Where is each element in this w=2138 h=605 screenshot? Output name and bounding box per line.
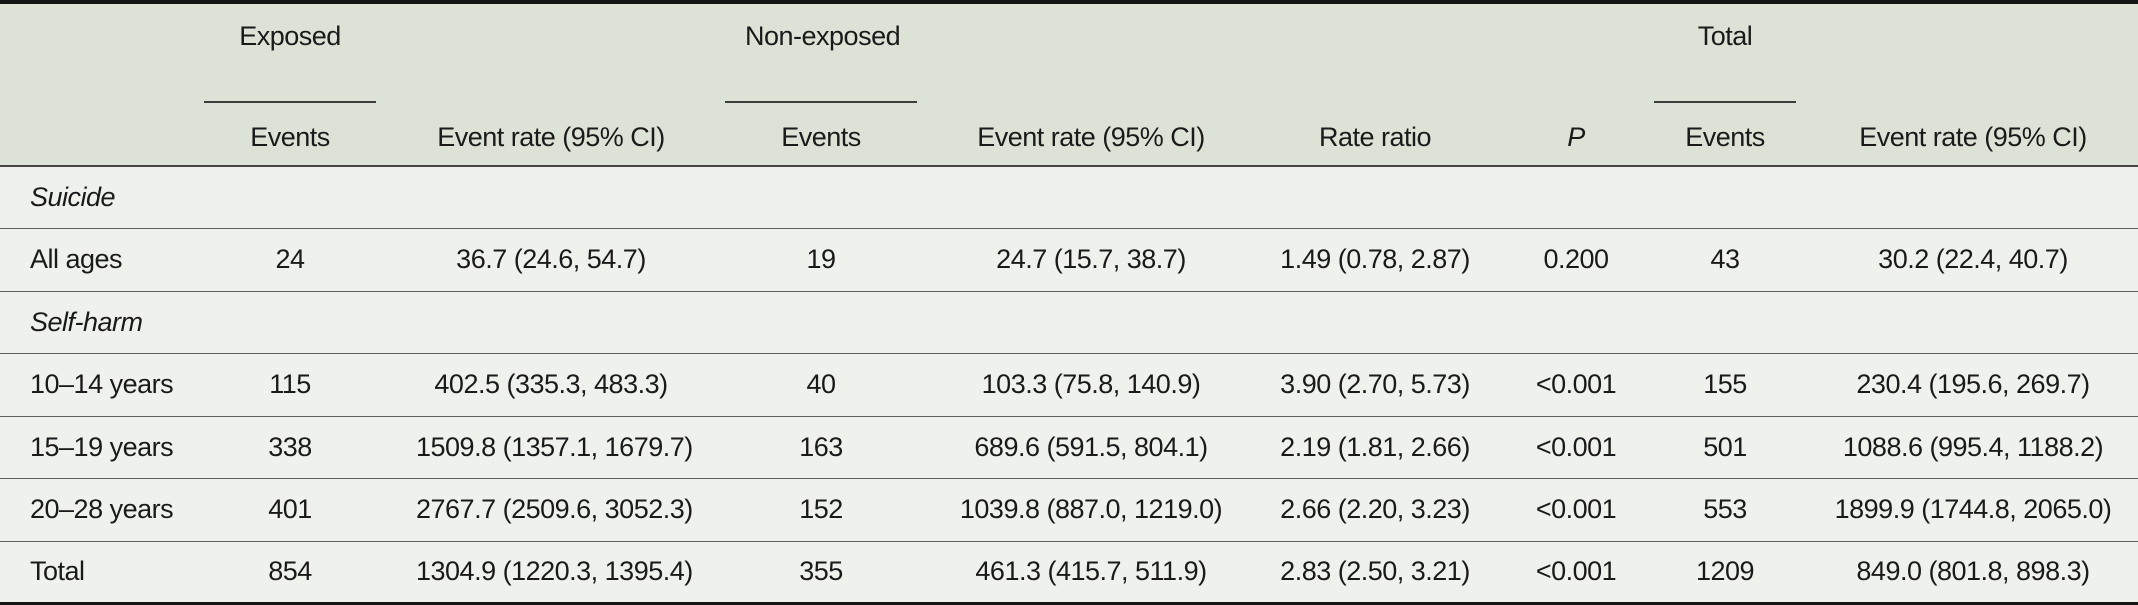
- data-row-10-14-years: 10–14 years 115 402.5 (335.3, 483.3) 40 …: [0, 354, 2138, 416]
- cell-total-event-rate: 30.2 (22.4, 40.7): [1878, 244, 2068, 275]
- cell-nonexposed-event-rate: 1039.8 (887.0, 1219.0): [959, 494, 1223, 525]
- cell-total-events: 43: [1710, 244, 1740, 275]
- cell-total-event-rate: 849.0 (801.8, 898.3): [1856, 556, 2090, 587]
- section-row-suicide: Suicide: [0, 166, 2138, 229]
- empty-header-cell: [1523, 2, 1629, 116]
- cell-exposed-events: 854: [268, 556, 312, 587]
- cell-nonexposed-event-rate: 103.3 (75.8, 140.9): [981, 369, 1201, 400]
- empty-header-cell: [955, 2, 1227, 116]
- cell-nonexposed-events: 355: [799, 556, 843, 587]
- cell-nonexposed-events: 40: [806, 369, 836, 400]
- row-label: 10–14 years: [30, 369, 174, 400]
- empty-header-cell: [415, 2, 687, 116]
- cell-exposed-event-rate: 1304.9 (1220.3, 1395.4): [416, 556, 693, 587]
- data-row-total: Total 854 1304.9 (1220.3, 1395.4) 355 46…: [0, 541, 2138, 604]
- cell-nonexposed-events: 163: [799, 431, 843, 462]
- row-label: 15–19 years: [30, 431, 174, 462]
- cell-nonexposed-event-rate: 24.7 (15.7, 38.7): [996, 244, 1186, 275]
- empty-header-cell: [1821, 2, 2138, 116]
- cell-exposed-events: 338: [268, 431, 312, 462]
- group-header-nonexposed: Non-exposed: [687, 2, 955, 116]
- cell-nonexposed-events: 152: [799, 494, 843, 525]
- group-label-total: Total: [1697, 21, 1753, 51]
- section-label-self-harm: Self-harm: [30, 306, 143, 337]
- cell-total-events: 501: [1703, 431, 1747, 462]
- cell-exposed-event-rate: 36.7 (24.6, 54.7): [456, 244, 646, 275]
- row-label: All ages: [30, 244, 123, 275]
- cell-total-event-rate: 1899.9 (1744.8, 2065.0): [1834, 494, 2112, 525]
- cell-exposed-event-rate: 2767.7 (2509.6, 3052.3): [416, 494, 693, 525]
- cell-exposed-events: 24: [275, 244, 305, 275]
- data-row-15-19-years: 15–19 years 338 1509.8 (1357.1, 1679.7) …: [0, 416, 2138, 479]
- group-label-nonexposed: Non-exposed: [745, 21, 901, 51]
- cell-total-events: 1209: [1695, 556, 1755, 587]
- col-header-total-event-rate: Event rate (95% CI): [1859, 122, 2087, 152]
- cell-p-value: 0.200: [1543, 244, 1609, 275]
- column-header-row: Events Event rate (95% CI) Events Event …: [0, 116, 2138, 166]
- cell-rate-ratio: 2.19 (1.81, 2.66): [1280, 431, 1470, 462]
- cell-rate-ratio: 1.49 (0.78, 2.87): [1280, 244, 1470, 275]
- cell-rate-ratio: 2.66 (2.20, 3.23): [1280, 494, 1470, 525]
- table-header: Exposed Non-exposed Total Events Event r…: [0, 2, 2138, 166]
- exposed-spanner-line: [204, 101, 376, 103]
- cell-total-events: 155: [1703, 369, 1747, 400]
- cell-nonexposed-events: 19: [806, 244, 836, 275]
- col-header-exposed-events: Events: [250, 122, 330, 152]
- cell-p-value: <0.001: [1535, 494, 1617, 525]
- cell-exposed-event-rate: 402.5 (335.3, 483.3): [434, 369, 668, 400]
- cell-total-events: 553: [1703, 494, 1747, 525]
- row-label: Total: [30, 556, 85, 587]
- data-row-all-ages: All ages 24 36.7 (24.6, 54.7) 19 24.7 (1…: [0, 229, 2138, 291]
- cell-exposed-event-rate: 1509.8 (1357.1, 1679.7): [416, 431, 693, 462]
- col-header-nonexposed-event-rate: Event rate (95% CI): [977, 122, 1205, 152]
- nonexposed-spanner-line: [725, 101, 917, 103]
- cell-exposed-events: 401: [268, 494, 312, 525]
- col-header-p-value: P: [1567, 122, 1585, 152]
- group-label-exposed: Exposed: [239, 21, 341, 51]
- group-header-exposed: Exposed: [165, 2, 415, 116]
- col-header-rate-ratio: Rate ratio: [1318, 122, 1432, 152]
- empty-header-cell: [1227, 2, 1523, 116]
- empty-header-cell: [0, 116, 165, 166]
- cell-rate-ratio: 2.83 (2.50, 3.21): [1280, 556, 1470, 587]
- cell-nonexposed-event-rate: 689.6 (591.5, 804.1): [974, 431, 1208, 462]
- cell-p-value: <0.001: [1535, 431, 1617, 462]
- empty-corner-cell: [0, 2, 165, 116]
- section-label-suicide: Suicide: [30, 182, 116, 212]
- col-header-exposed-event-rate: Event rate (95% CI): [437, 122, 665, 152]
- cell-total-event-rate: 1088.6 (995.4, 1188.2): [1842, 431, 2104, 462]
- group-header-row: Exposed Non-exposed Total: [0, 2, 2138, 116]
- data-row-20-28-years: 20–28 years 401 2767.7 (2509.6, 3052.3) …: [0, 479, 2138, 541]
- col-header-total-events: Events: [1685, 122, 1765, 152]
- cell-p-value: <0.001: [1535, 369, 1617, 400]
- cell-rate-ratio: 3.90 (2.70, 5.73): [1280, 369, 1470, 400]
- group-header-total: Total: [1629, 2, 1821, 116]
- row-label: 20–28 years: [30, 494, 174, 525]
- cell-total-event-rate: 230.4 (195.6, 269.7): [1856, 369, 2090, 400]
- cell-exposed-events: 115: [269, 369, 311, 400]
- cell-p-value: <0.001: [1535, 556, 1617, 587]
- cell-nonexposed-event-rate: 461.3 (415.7, 511.9): [975, 556, 1207, 587]
- total-spanner-line: [1654, 101, 1796, 103]
- section-row-self-harm: Self-harm: [0, 291, 2138, 354]
- col-header-nonexposed-events: Events: [781, 122, 861, 152]
- table-body: Suicide All ages 24 36.7 (24.6, 54.7) 19…: [0, 166, 2138, 604]
